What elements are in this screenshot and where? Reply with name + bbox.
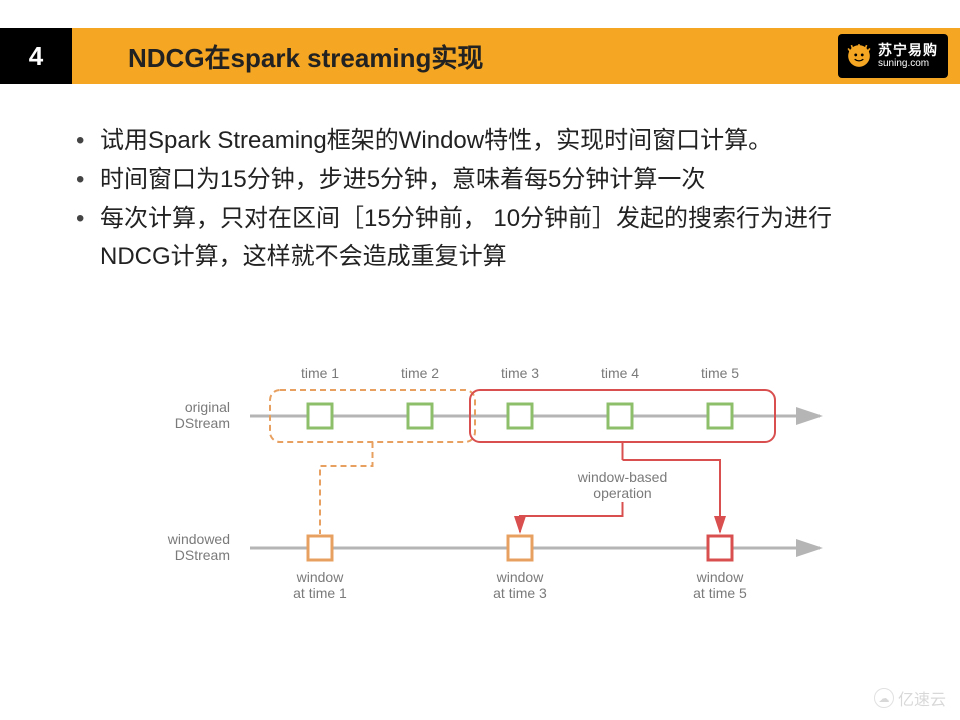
svg-text:windowat time 5: windowat time 5 <box>693 569 747 601</box>
brand-logo: 苏宁易购 suning.com <box>838 34 948 78</box>
slide-number-box: 4 <box>0 28 72 84</box>
svg-text:time 3: time 3 <box>501 365 539 381</box>
page-title: NDCG在spark streaming实现 <box>128 38 483 75</box>
lion-icon <box>846 43 872 69</box>
svg-text:window-basedoperation: window-basedoperation <box>577 469 668 501</box>
bullet-item: 每次计算，只对在区间［15分钟前， 10分钟前］发起的搜索行为进行NDCG计算，… <box>72 200 900 274</box>
slide-number: 4 <box>29 41 43 72</box>
header: 4 NDCG在spark streaming实现 苏宁易购 suning.com <box>0 28 960 84</box>
content-area: 试用Spark Streaming框架的Window特性，实现时间窗口计算。 时… <box>72 122 900 277</box>
svg-text:windowat time 1: windowat time 1 <box>293 569 347 601</box>
stream-diagram: time 1 time 2 time 3 time 4 time 5 originalDS… <box>120 358 840 638</box>
svg-text:time 5: time 5 <box>701 365 739 381</box>
title-bar: NDCG在spark streaming实现 苏宁易购 suning.com <box>72 28 960 84</box>
watermark-text: 亿速云 <box>898 686 946 710</box>
bullet-item: 试用Spark Streaming框架的Window特性，实现时间窗口计算。 <box>72 122 900 159</box>
diagram-svg: time 1 time 2 time 3 time 4 time 5 originalDS… <box>120 358 840 638</box>
bullet-item: 时间窗口为15分钟，步进5分钟，意味着每5分钟计算一次 <box>72 161 900 198</box>
bullet-list: 试用Spark Streaming框架的Window特性，实现时间窗口计算。 时… <box>72 122 900 275</box>
logo-text-en: suning.com <box>878 58 938 69</box>
cloud-icon: ☁ <box>874 688 894 708</box>
svg-text:time 1: time 1 <box>301 365 339 381</box>
svg-text:time 2: time 2 <box>401 365 439 381</box>
svg-text:time 4: time 4 <box>601 365 639 381</box>
logo-text-cn: 苏宁易购 <box>878 43 938 58</box>
watermark: ☁ 亿速云 <box>874 686 946 710</box>
svg-text:windowat time 3: windowat time 3 <box>493 569 547 601</box>
svg-text:windowedDStream: windowedDStream <box>167 531 230 563</box>
svg-text:originalDStream: originalDStream <box>175 399 230 431</box>
